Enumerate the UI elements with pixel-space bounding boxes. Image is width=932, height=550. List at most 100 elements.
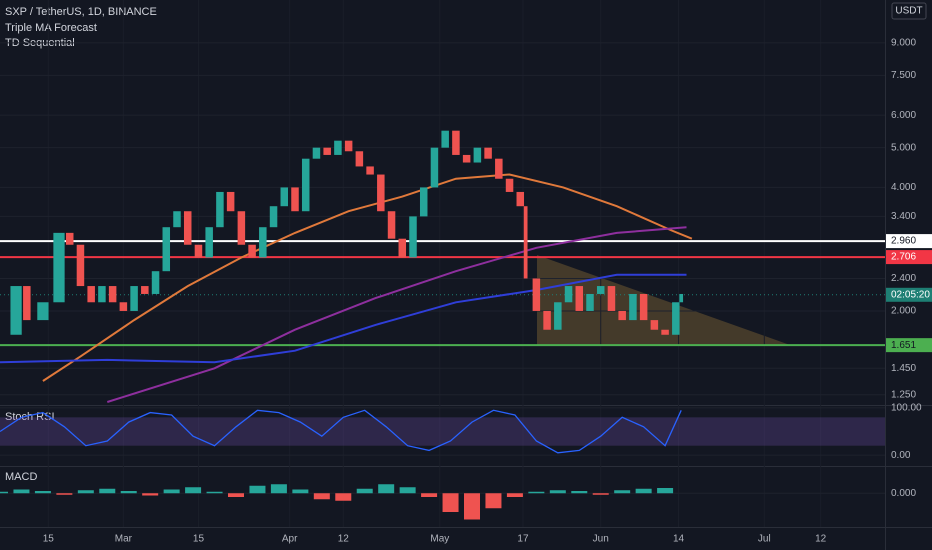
candle <box>183 211 192 245</box>
candle <box>650 320 659 330</box>
y-tick-label: 1.250 <box>891 389 916 400</box>
candle <box>301 158 310 212</box>
price-tag <box>886 234 932 249</box>
y-tick-label: 2.400 <box>891 273 916 284</box>
price-tag-label: 1.651 <box>891 340 916 351</box>
histogram-bar <box>185 487 202 494</box>
candle <box>10 286 22 335</box>
currency-button[interactable] <box>891 2 927 20</box>
x-tick-label: 15 <box>43 534 55 545</box>
histogram-bar <box>142 493 159 496</box>
histogram-bar <box>335 493 352 501</box>
y-tick-label: 9.000 <box>891 38 916 49</box>
x-tick-label: 12 <box>338 534 350 545</box>
candle <box>108 286 117 303</box>
candle <box>216 191 224 228</box>
histogram-bar <box>614 490 631 494</box>
candle <box>377 174 385 212</box>
currency-label[interactable]: USDT <box>895 6 922 17</box>
candle <box>462 154 471 163</box>
x-tick-label: Mar <box>115 534 133 545</box>
candle <box>575 286 584 311</box>
histogram-bar <box>571 491 588 494</box>
histogram-bar <box>421 493 438 497</box>
y-tick-label: 4.000 <box>891 182 916 193</box>
histogram-bar <box>378 484 395 494</box>
histogram-bar <box>399 487 416 494</box>
candle <box>366 166 374 175</box>
pane-title: MACD <box>5 471 37 483</box>
candle <box>452 130 460 155</box>
candle <box>387 211 396 239</box>
candle <box>554 302 562 330</box>
candle <box>661 329 669 335</box>
candle <box>409 216 417 258</box>
candle <box>679 293 684 303</box>
price-tag <box>886 338 932 353</box>
y-tick-label: 3.400 <box>891 211 916 222</box>
candle <box>484 147 492 159</box>
candle <box>441 130 449 148</box>
candle <box>419 187 428 217</box>
x-tick-label: 12 <box>815 534 827 545</box>
histogram-bar <box>77 490 94 494</box>
candle <box>473 147 482 163</box>
candle <box>259 227 267 258</box>
candle <box>130 286 138 311</box>
candle <box>226 191 235 212</box>
candle <box>618 310 626 321</box>
candle <box>532 278 541 311</box>
histogram-bar <box>270 484 287 494</box>
candle <box>586 293 594 311</box>
indicator-label: Triple MA Forecast <box>5 22 97 34</box>
line <box>107 226 687 403</box>
x-tick-label: Apr <box>282 534 298 545</box>
candle <box>162 227 171 272</box>
histogram-bar <box>506 493 523 497</box>
candle <box>355 151 364 167</box>
candle <box>312 147 321 159</box>
price-tag <box>886 250 932 265</box>
histogram-bar <box>99 488 116 494</box>
candle <box>334 140 342 155</box>
symbol-title: SXP / TetherUS, 1D, BINANCE <box>5 6 157 18</box>
histogram-bar <box>528 491 545 494</box>
y-tick-label: 0.00 <box>891 450 911 461</box>
y-tick-label: 6.000 <box>891 110 916 121</box>
candle <box>53 232 65 303</box>
x-tick-label: 15 <box>193 534 205 545</box>
candle <box>23 286 31 321</box>
x-tick-label: May <box>430 534 449 545</box>
histogram-bar <box>292 489 309 494</box>
candle <box>495 158 503 179</box>
candle <box>398 238 407 258</box>
histogram-bar <box>592 493 609 495</box>
x-tick-label: Jun <box>593 534 609 545</box>
line <box>0 273 687 364</box>
candle <box>151 271 160 294</box>
price-tag-label: 2.706 <box>891 252 916 263</box>
line <box>0 409 682 454</box>
y-tick-label: 2.000 <box>891 306 916 317</box>
candle <box>194 244 203 258</box>
histogram-bar <box>635 488 652 494</box>
histogram-bar <box>464 493 480 520</box>
candle <box>596 286 605 294</box>
histogram-bar <box>485 493 502 509</box>
price-tag-label: 2.960 <box>891 236 916 247</box>
x-tick-label: 14 <box>673 534 685 545</box>
candle <box>430 147 439 188</box>
candle <box>543 310 551 330</box>
candle <box>87 286 95 303</box>
histogram-bar <box>657 488 674 494</box>
histogram-bar <box>228 493 244 497</box>
candle <box>505 178 514 192</box>
candle <box>629 293 637 321</box>
histogram-bar <box>249 485 266 494</box>
candle <box>323 147 331 155</box>
histogram-bar <box>206 491 223 494</box>
y-tick-label: 1.450 <box>891 363 916 374</box>
line <box>42 173 693 382</box>
candle <box>523 206 528 279</box>
